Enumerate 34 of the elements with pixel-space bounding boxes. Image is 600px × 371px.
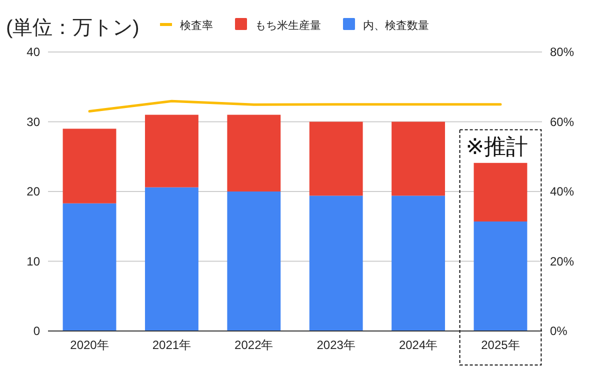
- y-tick-label: 10: [26, 254, 40, 268]
- x-tick-label: 2025年: [481, 338, 520, 352]
- bar: [392, 122, 446, 196]
- legend-label: 検査率: [180, 19, 213, 32]
- bar: [144, 114, 198, 188]
- y2-tick-label: 40%: [550, 184, 574, 199]
- legend-label: もち米生産量: [255, 19, 321, 32]
- x-tick-label: 2020年: [70, 338, 109, 352]
- bar: [309, 196, 363, 331]
- bar: [474, 221, 528, 331]
- line-series: [88, 100, 502, 113]
- y2-tick-label: 0%: [550, 324, 568, 338]
- y-tick-label: 30: [26, 114, 40, 129]
- bar: [62, 203, 116, 331]
- bar: [227, 114, 281, 192]
- x-tick-label: 2022年: [234, 338, 274, 352]
- bar: [227, 192, 281, 331]
- y2-tick-label: 20%: [550, 254, 574, 268]
- annotation: ※推計: [466, 134, 528, 159]
- y-tick-label: 40: [26, 45, 40, 60]
- bar: [62, 128, 116, 204]
- y-tick-label: 0: [33, 324, 40, 338]
- y2-tick-label: 60%: [550, 114, 574, 129]
- x-tick-label: 2021年: [152, 338, 192, 352]
- bar: [144, 187, 198, 331]
- chart-title: (単位：万トン): [6, 17, 140, 39]
- y-tick-label: 20: [26, 184, 40, 199]
- x-tick-label: 2024年: [398, 338, 438, 352]
- bar: [309, 122, 363, 196]
- bar: [392, 196, 446, 331]
- y2-tick-label: 80%: [550, 45, 574, 60]
- x-tick-label: 2023年: [316, 338, 356, 352]
- bar: [474, 162, 528, 222]
- legend-label: 内、検査数量: [363, 19, 429, 32]
